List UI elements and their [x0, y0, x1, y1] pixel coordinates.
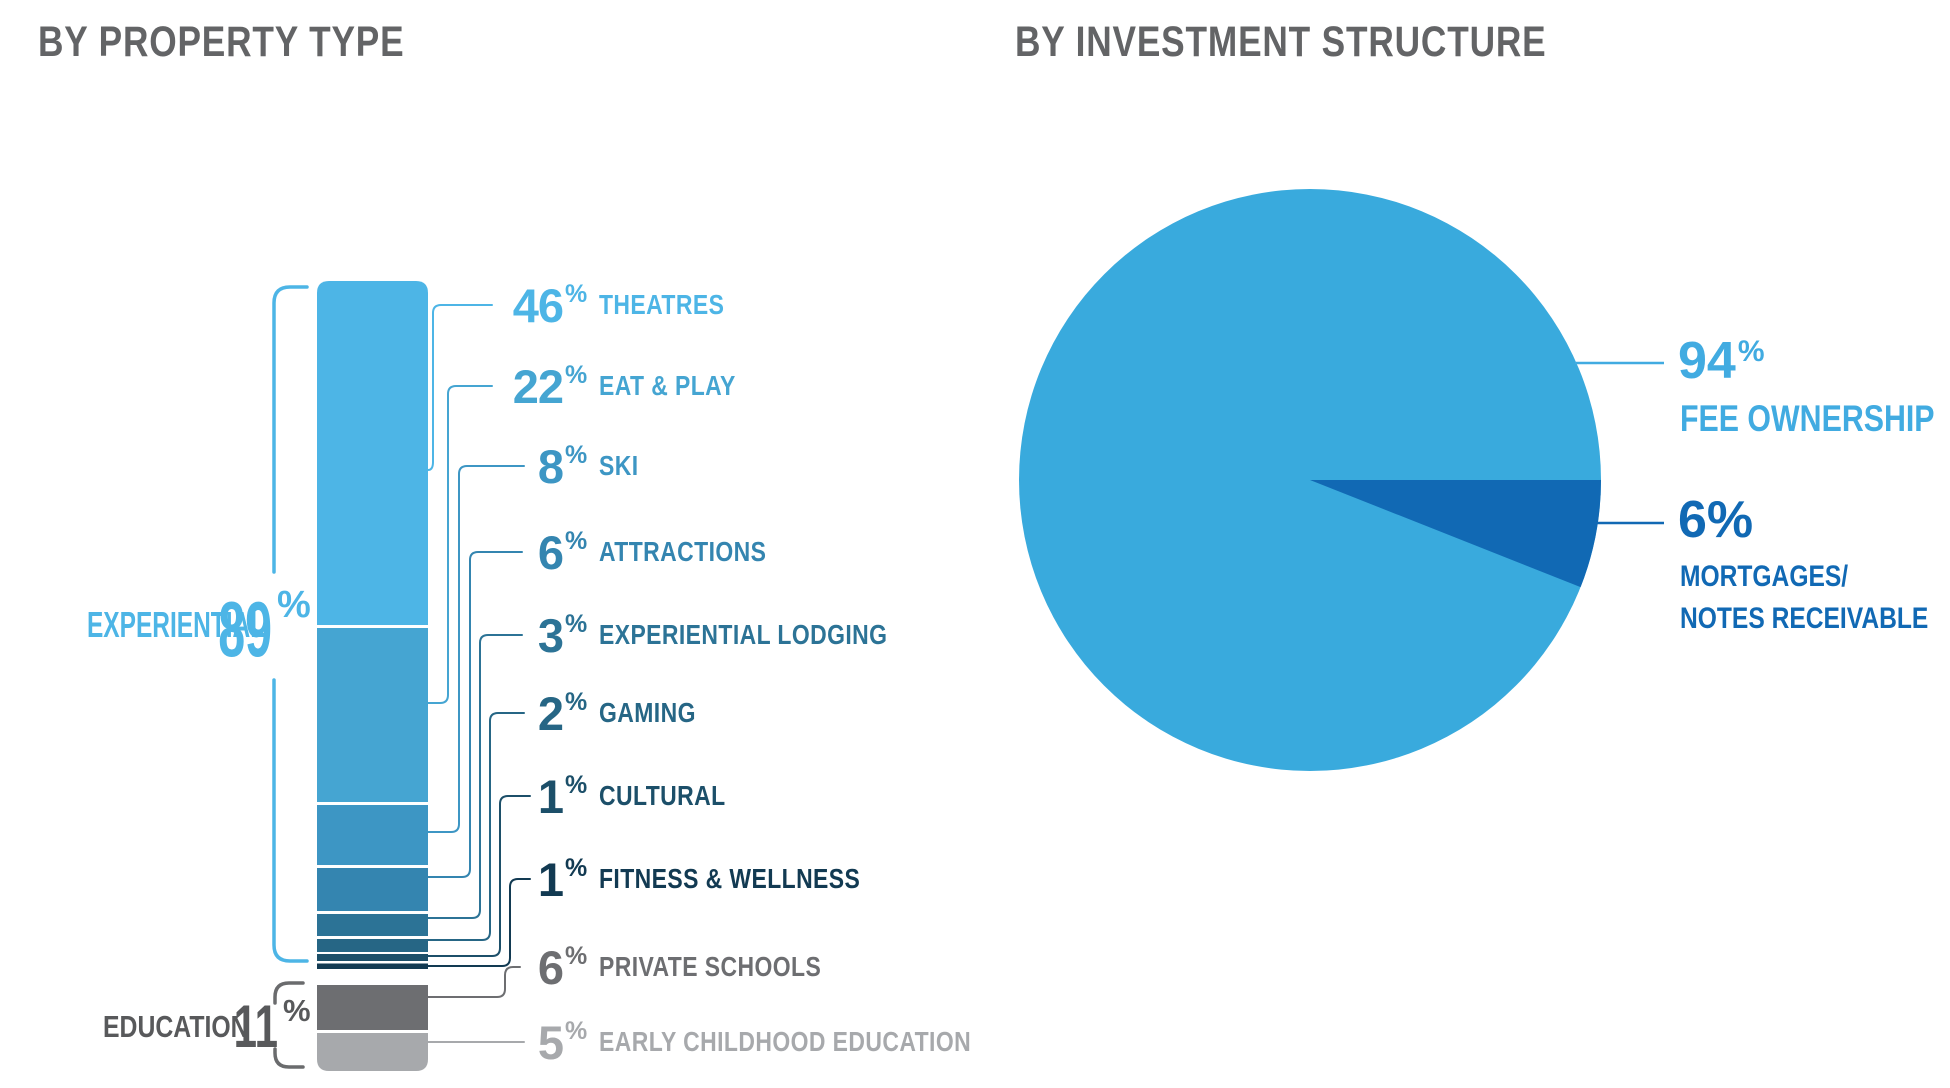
segment-label: GAMING	[599, 697, 696, 728]
bar-segment-cultural	[317, 954, 428, 961]
segment-row-cultural: 1% CULTURAL	[390, 764, 753, 828]
mortgages-label-line2: NOTES RECEIVABLE	[1680, 602, 1929, 635]
percent-sign: %	[565, 1017, 588, 1045]
fee-ownership-number: 94	[1678, 332, 1736, 390]
segment-value: 6	[537, 525, 564, 579]
segment-value-wrap: 46	[390, 278, 564, 332]
segment-row-theatres: 46% THEATRES	[390, 273, 752, 337]
connector-ski	[427, 465, 525, 833]
fee-ownership-percent-sign: %	[1737, 335, 1765, 368]
segment-label: EXPERIENTIAL LODGING	[599, 619, 888, 650]
percent-sign: %	[565, 361, 588, 389]
mortgages-number: 6	[1678, 491, 1707, 549]
segment-row-eat-play: 22% EAT & PLAY	[390, 354, 766, 418]
segment-value-wrap: 2	[390, 686, 564, 740]
percent-sign: %	[565, 441, 588, 469]
segment-value: 3	[537, 608, 564, 662]
segment-row-ski: 8% SKI	[390, 434, 647, 498]
group-value-education-number: 11	[233, 993, 278, 1060]
bar-segment-theatres	[317, 281, 428, 625]
segment-row-early-childhood: 5% EARLY CHILDHOOD EDUCATION	[390, 1010, 1053, 1074]
segment-value-wrap: 1	[390, 769, 564, 823]
segment-row-lodging: 3% EXPERIENTIAL LODGING	[390, 603, 951, 667]
left-chart-title: BY PROPERTY TYPE	[38, 18, 485, 67]
bar-segment-fitness	[317, 963, 428, 969]
segment-value-wrap: 6	[390, 525, 564, 579]
segment-label: FITNESS & WELLNESS	[599, 863, 861, 894]
connector-gaming	[427, 712, 525, 941]
segment-value-wrap: 3	[390, 608, 564, 662]
segment-value-wrap: 1	[390, 852, 564, 906]
mortgages-label-line1: MORTGAGES/	[1680, 560, 1849, 593]
segment-label: ATTRACTIONS	[599, 536, 767, 567]
percent-sign: %	[565, 527, 588, 555]
percent-sign: %	[565, 771, 588, 799]
group-value-education: 11	[198, 997, 278, 1057]
segment-value: 1	[537, 769, 564, 823]
group-value-experiential: 89	[132, 590, 272, 668]
bracket-experiential-bottom	[272, 678, 309, 963]
connector-fitness	[427, 878, 531, 967]
segment-value: 22	[512, 359, 564, 413]
pie-label-fee-ownership-value: 94 %	[1678, 335, 1765, 387]
percent-sign: %	[565, 854, 588, 882]
segment-value: 5	[537, 1015, 564, 1069]
bracket-education-bottom	[273, 1047, 305, 1069]
pie-label-mortgages-value: 6 %	[1678, 494, 1753, 546]
group-percent-education: %	[283, 993, 311, 1028]
segment-value-wrap: 8	[390, 439, 564, 493]
segment-value: 6	[537, 940, 564, 994]
segment-value: 1	[537, 852, 564, 906]
segment-row-fitness: 1% FITNESS & WELLNESS	[390, 847, 918, 911]
pie-label-fee-ownership-text: FEE OWNERSHIP	[1680, 398, 1950, 441]
group-value-experiential-number: 89	[218, 585, 272, 673]
segment-value: 8	[537, 439, 564, 493]
bar-segment-attractions	[317, 868, 428, 911]
pie-label-mortgages-text: MORTGAGES/ NOTES RECEIVABLE	[1680, 556, 1950, 640]
connector-private-schools	[427, 966, 521, 998]
percent-sign: %	[565, 942, 588, 970]
bar-segment-gaming	[317, 939, 428, 952]
group-label-education: EDUCATION	[75, 1011, 249, 1042]
segment-value: 46	[512, 278, 564, 332]
bar-segment-ski	[317, 805, 428, 865]
segment-label: EARLY CHILDHOOD EDUCATION	[599, 1026, 972, 1057]
segment-label: EAT & PLAY	[599, 370, 736, 401]
bracket-education-top	[273, 981, 305, 1005]
bar-segment-eat-play	[317, 628, 428, 802]
segment-label: SKI	[599, 450, 639, 481]
bar-segment-lodging	[317, 914, 428, 936]
bar-segment-private-schools	[317, 985, 428, 1030]
segment-row-gaming: 2% GAMING	[390, 681, 717, 745]
segment-label: CULTURAL	[599, 780, 726, 811]
bracket-experiential-top	[272, 285, 309, 574]
connector-cultural	[427, 795, 531, 957]
segment-value: 2	[537, 686, 564, 740]
connector-eat-play	[427, 385, 493, 704]
segment-value-wrap: 22	[390, 359, 564, 413]
segment-row-attractions: 6% ATTRACTIONS	[390, 520, 803, 584]
group-percent-experiential: %	[277, 584, 311, 626]
right-chart-title-text: BY INVESTMENT STRUCTURE	[1015, 18, 1547, 66]
percent-sign: %	[565, 610, 588, 638]
right-chart-title: BY INVESTMENT STRUCTURE	[1015, 18, 1663, 67]
segment-row-private-schools: 6% PRIVATE SCHOOLS	[390, 935, 870, 999]
percent-sign: %	[565, 688, 588, 716]
fee-ownership-label: FEE OWNERSHIP	[1680, 398, 1935, 439]
bar-segment-early-childhood	[317, 1033, 428, 1071]
segment-value-wrap: 6	[390, 940, 564, 994]
percent-sign: %	[565, 280, 588, 308]
connector-lodging	[427, 634, 523, 919]
connector-theatres	[427, 304, 493, 471]
pie-slice-mortgages	[1310, 480, 1601, 588]
segment-value-wrap: 5	[390, 1015, 564, 1069]
connector-attractions	[427, 551, 523, 878]
left-chart-title-text: BY PROPERTY TYPE	[38, 18, 405, 66]
mortgages-percent-sign: %	[1706, 491, 1754, 549]
segment-label: THEATRES	[599, 289, 725, 320]
segment-label: PRIVATE SCHOOLS	[599, 951, 822, 982]
